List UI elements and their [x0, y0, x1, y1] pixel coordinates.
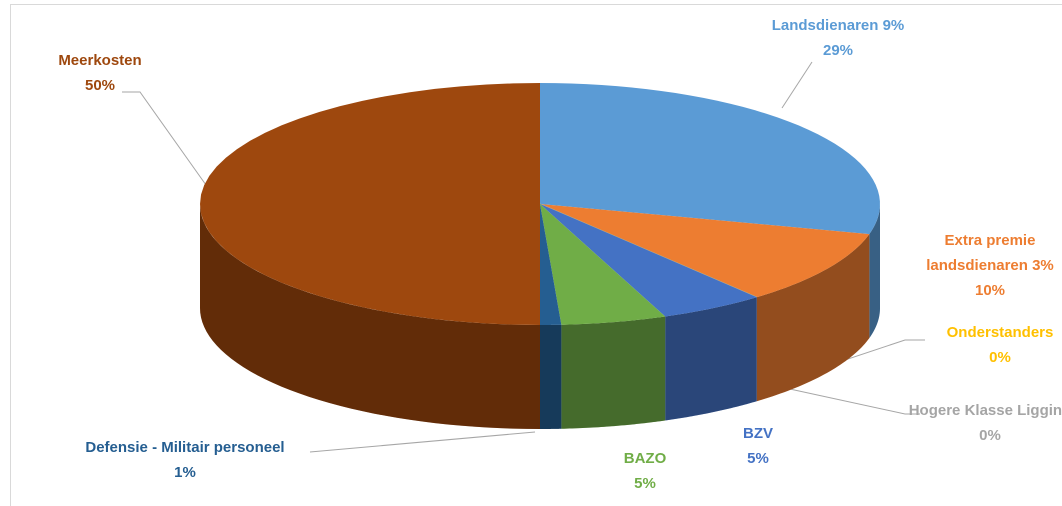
slice-side	[869, 204, 880, 339]
slice-side-shade	[756, 234, 870, 402]
data-label: Extra premie landsdienaren 3% 10%	[905, 228, 1062, 303]
slice-top	[540, 204, 666, 325]
slice-top	[539, 203, 757, 298]
pie-slice	[539, 203, 757, 298]
slice-side	[561, 316, 666, 429]
label-name: Meerkosten	[58, 52, 142, 69]
data-label: Hogere Klasse Ligging 0%	[900, 398, 1062, 448]
data-label: BAZO 5%	[595, 446, 695, 496]
slice-top	[200, 83, 540, 325]
slice-side-shade	[869, 204, 880, 339]
label-name: Defensie - Militair personeel	[85, 439, 285, 456]
slice-side-shade	[540, 324, 562, 429]
label-value: 10%	[974, 282, 1006, 299]
data-label: Meerkosten 50%	[20, 48, 180, 98]
slice-side-shade	[200, 204, 540, 429]
slice-side	[665, 297, 757, 421]
label-value: 50%	[84, 77, 116, 94]
slice-side	[540, 324, 562, 429]
pie-slice	[540, 204, 757, 421]
slice-top	[540, 83, 880, 235]
data-label: BZV 5%	[718, 421, 798, 471]
pie-slice	[540, 204, 666, 429]
label-value: 0%	[989, 349, 1011, 366]
pie-slice	[200, 83, 540, 429]
pie-slice	[540, 83, 880, 339]
data-label: Defensie - Militair personeel 1%	[20, 435, 350, 485]
label-name: BZV	[743, 425, 773, 442]
label-value: 5%	[747, 450, 769, 467]
label-name: Extra premie landsdienaren 3%	[926, 232, 1054, 274]
label-value: 0%	[979, 427, 1001, 444]
pie-slice	[540, 204, 562, 429]
label-value: 1%	[174, 464, 196, 481]
leader-lines	[122, 61, 925, 453]
label-value: 5%	[634, 475, 656, 492]
data-label: Onderstanders 0%	[905, 320, 1062, 370]
pie-slice	[540, 204, 870, 402]
slice-side	[200, 204, 540, 429]
slice-top	[540, 204, 870, 298]
label-name: Landsdienaren 9%	[771, 17, 905, 34]
slice-side-shade	[665, 297, 757, 421]
slice-side	[756, 234, 870, 402]
label-name: Hogere Klasse Ligging	[908, 402, 1062, 419]
chart-frame	[10, 4, 1062, 506]
slice-top	[540, 204, 562, 325]
slice-top	[540, 204, 757, 317]
data-label: Landsdienaren 9% 29%	[738, 13, 938, 63]
label-name: BAZO	[623, 450, 667, 467]
label-value: 29%	[822, 42, 854, 59]
slice-side-shade	[561, 316, 666, 429]
label-name: Onderstanders	[946, 324, 1054, 341]
